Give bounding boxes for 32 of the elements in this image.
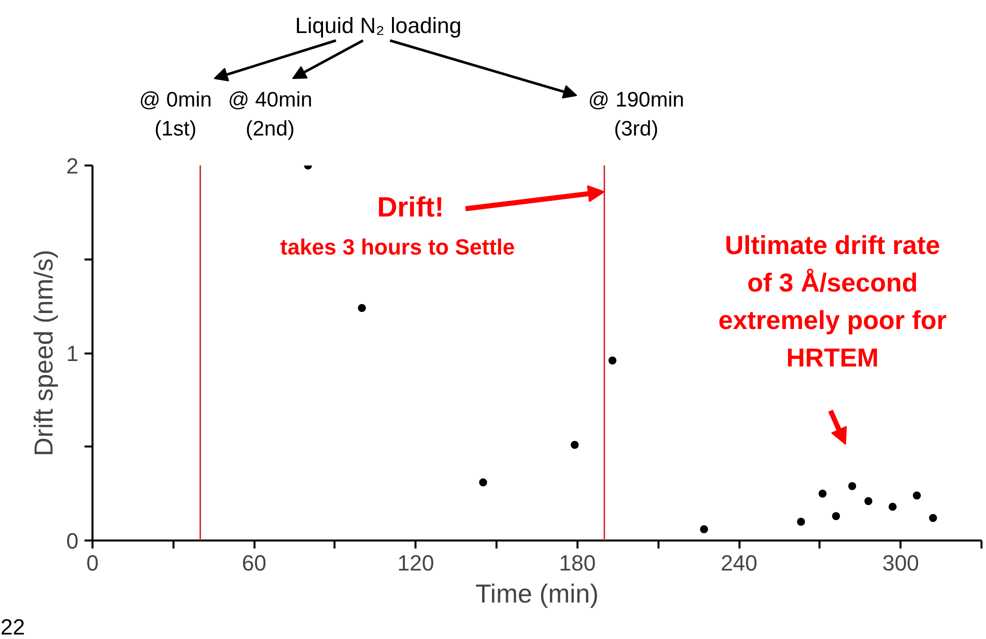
y-tick-label: 0: [66, 528, 79, 554]
point: [570, 440, 579, 449]
point: [832, 512, 840, 520]
y-axis-title: Drift speed (nm/s): [28, 250, 58, 456]
annotation: Drift!: [377, 191, 444, 222]
x-axis-title: Time (min): [475, 578, 599, 608]
point: [479, 478, 488, 486]
text: @ 0min (1st): [139, 88, 212, 140]
point: [358, 304, 366, 312]
point: [797, 518, 806, 526]
x-tick-label: 120: [397, 550, 434, 576]
point: [608, 356, 616, 364]
x-tick-label: 60: [242, 550, 266, 576]
x-tick-label: 300: [882, 550, 920, 576]
annotation: Ultimate drift rate of 3 Å/second extremely poor for HRTEM: [718, 230, 947, 372]
y-tick-label: 1: [66, 341, 79, 366]
y-tick-label: 2: [66, 154, 79, 178]
x-tick-label: 0: [86, 550, 99, 576]
text: 22: [0, 614, 25, 639]
annotation: takes 3 hours to Settle: [280, 234, 515, 260]
text: Liquid N₂ loading: [295, 13, 462, 38]
x-tick-label: 180: [559, 550, 596, 576]
text: @ 40min (2nd): [228, 88, 312, 140]
point: [929, 514, 938, 522]
x-tick-label: 240: [720, 550, 758, 576]
point: [864, 497, 872, 506]
point: [848, 482, 856, 490]
point: [700, 525, 708, 534]
point: [818, 490, 827, 498]
text: @ 190min (3rd): [588, 88, 684, 140]
point: [888, 502, 897, 511]
point: [912, 492, 921, 500]
